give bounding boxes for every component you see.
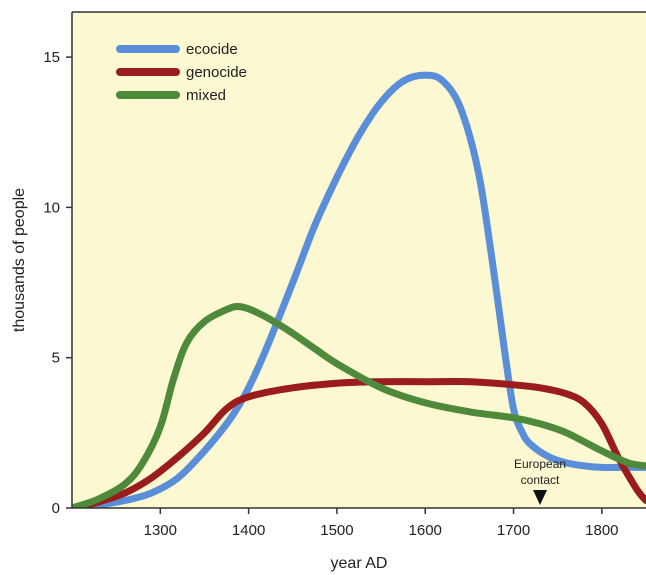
axes-frame: [71, 11, 646, 509]
x-axis-title: year AD: [331, 555, 388, 572]
annotation-text-line1: European: [514, 457, 566, 471]
annotation-down-triangle-icon: [533, 490, 548, 505]
series-line-genocide: [72, 377, 646, 508]
y-tick-label: 10: [43, 199, 60, 216]
x-tick-label: 1700: [497, 522, 530, 539]
annotation-european-contact: European contact: [514, 457, 566, 505]
x-tick-label: 1800: [585, 522, 618, 539]
y-axis-title: thousands of people: [11, 188, 28, 332]
x-tick-label: 1400: [232, 522, 265, 539]
legend-label-genocide: genocide: [186, 64, 247, 81]
series-layer: [72, 71, 646, 508]
legend: ecocide genocide mixed: [116, 41, 247, 104]
y-tick-label: 5: [52, 350, 60, 367]
y-tick-label: 0: [52, 500, 60, 517]
x-tick-label: 1600: [409, 522, 442, 539]
legend-label-mixed: mixed: [186, 87, 226, 104]
series-line-ecocide: [72, 71, 646, 508]
x-tick-label: 1500: [320, 522, 353, 539]
y-tick-label: 15: [43, 49, 60, 66]
annotation-text-line2: contact: [521, 473, 560, 487]
series-line-mixed: [72, 302, 646, 508]
x-tick-label: 1300: [144, 522, 177, 539]
x-axis-ticks: 1300 1400 1500 1600 1700 1800: [144, 508, 619, 539]
y-axis-ticks: 0 5 10 15: [43, 49, 72, 517]
legend-label-ecocide: ecocide: [186, 41, 238, 58]
